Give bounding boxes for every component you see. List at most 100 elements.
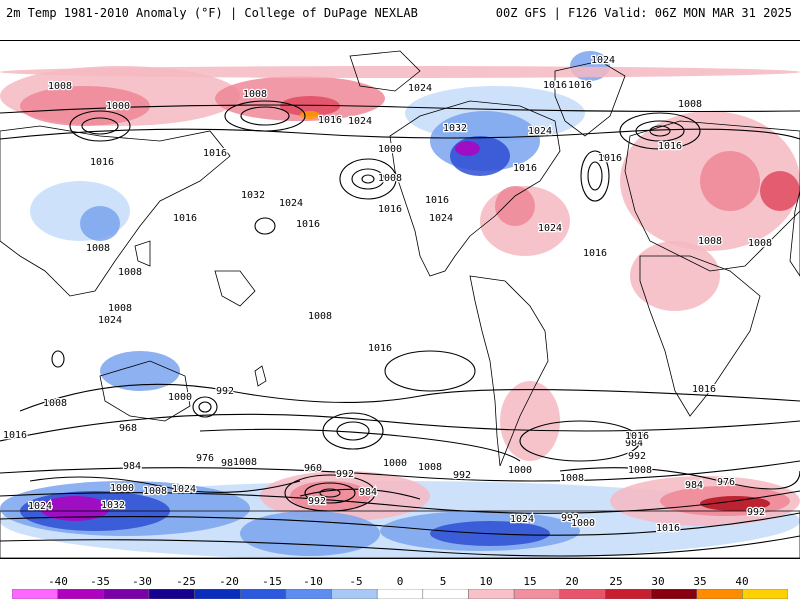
colorbar-tick-label: -5 — [349, 575, 363, 588]
coastline — [789, 190, 800, 277]
isobar-label: 960 — [304, 463, 322, 474]
isobar — [0, 460, 800, 482]
isobar-label: 1024 — [408, 83, 432, 94]
colorbar-segment — [285, 589, 332, 599]
isobar-ring — [51, 350, 65, 368]
anomaly-area — [280, 96, 340, 116]
colorbar-tick-label: 25 — [609, 575, 623, 588]
isobar-label: 976 — [196, 453, 214, 464]
isobar-label: 992 — [336, 469, 354, 480]
colorbar-tick-label: 35 — [693, 575, 707, 588]
isobar — [19, 383, 800, 412]
isobar-label: 1016 — [296, 219, 320, 230]
isobar-ring — [322, 412, 384, 450]
coastline — [469, 275, 549, 467]
isobar-label: 1032 — [241, 190, 265, 201]
isobar-label: 1008 — [243, 89, 267, 100]
colorbar-tick-label: -35 — [90, 575, 110, 588]
isobar-label: 984 — [685, 480, 703, 491]
isobar — [29, 476, 301, 493]
colorbar-segment — [239, 589, 287, 599]
anomaly-area — [0, 66, 800, 78]
colorbar-tick-label: 5 — [439, 575, 447, 588]
isobar-label: 1008 — [118, 267, 142, 278]
isobar-ring — [284, 474, 376, 512]
isobar-label: 1024 — [510, 514, 534, 525]
isobar-ring — [649, 125, 671, 137]
isobar-label: 992 — [216, 386, 234, 397]
isobar-label: 1032 — [443, 123, 467, 134]
colorbar-segment — [12, 589, 58, 599]
anomaly-area — [290, 481, 370, 511]
isobar-label: 1016 — [425, 195, 449, 206]
colorbar-tick-label: -20 — [219, 575, 239, 588]
coastline — [349, 50, 421, 92]
isobar-label: 1032 — [101, 500, 125, 511]
anomaly-area — [100, 351, 180, 391]
isobar-label: 1024 — [28, 501, 52, 512]
isobar-label: 984 — [359, 487, 377, 498]
isobar-label: 1008 — [43, 398, 67, 409]
colorbar-segment — [194, 589, 241, 599]
isobar-ring — [69, 110, 131, 142]
colorbar-tick-label: -40 — [48, 575, 68, 588]
coastline — [134, 240, 151, 267]
isobar — [0, 535, 800, 557]
isobar-label: 1024 — [538, 223, 562, 234]
colorbar-tick-label: -15 — [262, 575, 282, 588]
isobar — [0, 413, 800, 442]
isobar-label: 976 — [626, 431, 644, 442]
isobar-ring — [519, 420, 641, 462]
isobar-label: 1000 — [110, 483, 134, 494]
isobar-label: 1016 — [368, 343, 392, 354]
colorbar-segment — [148, 589, 195, 599]
coastline — [624, 120, 800, 272]
isobar-label: 1008 — [748, 238, 772, 249]
isobar-ring — [635, 120, 685, 142]
isobar-ring — [240, 106, 290, 126]
isobar-label: 1008 — [308, 311, 332, 322]
coastline — [389, 100, 561, 277]
isobar-label: 992 — [747, 507, 765, 518]
isobar-label: 976 — [717, 477, 735, 488]
isobar — [0, 104, 800, 114]
isobar-label: 992 — [561, 513, 579, 524]
isobar-label: 1024 — [429, 213, 453, 224]
isobar-ring — [580, 150, 610, 202]
isobar-ring — [619, 112, 701, 150]
colorbar-segment — [605, 589, 652, 599]
colorbar-segment — [376, 589, 424, 599]
isobar-label: 1000 — [508, 465, 532, 476]
isobar-label: 1016 — [318, 115, 342, 126]
anomaly-area — [495, 186, 535, 226]
isobar-label: 1008 — [86, 243, 110, 254]
isobar-label: 1008 — [378, 173, 402, 184]
isobar-label: 1016 — [378, 143, 402, 154]
isobar-label: 1016 — [656, 523, 680, 534]
colorbar — [12, 589, 788, 599]
isobar-ring — [192, 396, 218, 418]
coastline — [99, 360, 191, 422]
anomaly-area — [630, 241, 720, 311]
isobar-ring — [336, 421, 370, 441]
isobar-ring — [198, 401, 212, 413]
isobar — [0, 490, 800, 514]
anomaly-area — [700, 151, 760, 211]
coastline — [214, 270, 256, 307]
isobar-label: 1024 — [172, 484, 196, 495]
isobar-label: 1000 — [106, 101, 130, 112]
colorbar-tick-label: 10 — [479, 575, 493, 588]
colorbar-tick-label: 40 — [735, 575, 749, 588]
anomaly-area — [80, 206, 120, 241]
isobar-label: 1016 — [568, 80, 592, 91]
anomaly-area — [240, 511, 380, 556]
isobar-ring — [587, 161, 603, 191]
colorbar-segment — [468, 589, 515, 599]
isobar-ring — [254, 217, 276, 235]
anomaly-area — [20, 86, 150, 126]
anomaly-area — [700, 496, 770, 511]
coastline — [639, 255, 761, 417]
anomaly-area — [455, 141, 480, 156]
isobar-label: 1008 — [678, 99, 702, 110]
colorbar-segment — [513, 589, 561, 599]
